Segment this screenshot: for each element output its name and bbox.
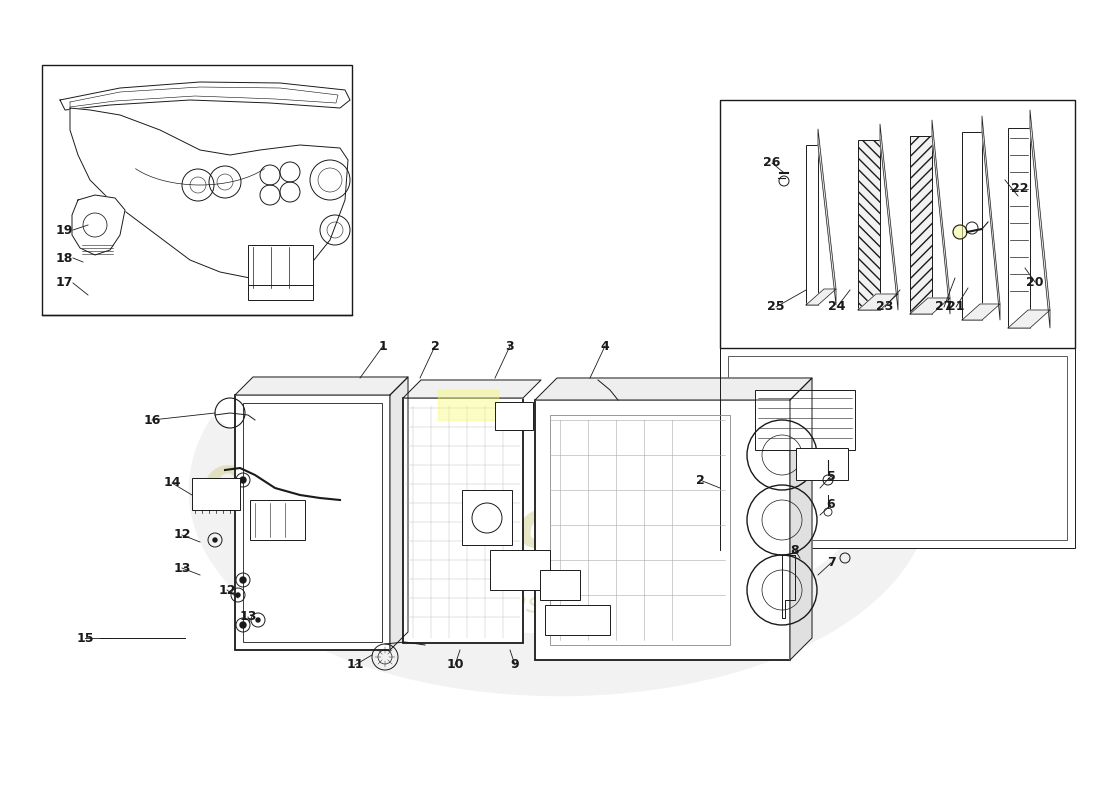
Text: 5: 5 [826,470,835,482]
Polygon shape [982,116,1000,320]
Bar [858,140,880,310]
Bar [728,356,1067,540]
Bar [243,403,382,642]
Circle shape [953,225,967,239]
Text: 27: 27 [935,301,953,314]
Text: 10: 10 [447,658,464,671]
Bar [250,500,305,540]
Text: 11: 11 [346,658,364,671]
Polygon shape [70,108,348,278]
Bar [720,348,1075,548]
Circle shape [236,593,240,597]
Bar [438,390,498,420]
Text: 12: 12 [218,583,235,597]
Text: 3: 3 [506,339,515,353]
Text: 25: 25 [768,301,784,314]
Polygon shape [535,378,812,400]
Text: euromotoparts: euromotoparts [198,448,762,592]
Text: 23: 23 [877,301,893,314]
Polygon shape [932,120,950,314]
Text: 22: 22 [1011,182,1028,194]
Bar [235,395,390,650]
Text: 13: 13 [174,562,190,574]
Bar [192,478,240,510]
Text: 24: 24 [828,301,846,314]
Bar [540,570,580,600]
Bar [544,605,610,635]
Polygon shape [910,298,950,314]
Bar [910,136,932,314]
Polygon shape [790,378,812,660]
Text: 7: 7 [826,557,835,570]
Polygon shape [962,304,1000,320]
Text: 13: 13 [240,610,256,623]
Circle shape [240,577,246,583]
Bar [1008,128,1030,328]
Circle shape [256,618,260,622]
Bar [535,400,790,660]
Polygon shape [880,124,898,310]
Text: 9: 9 [510,658,519,671]
Bar [42,65,352,315]
Bar [495,402,534,430]
Bar [248,245,314,290]
Bar [796,448,848,480]
Polygon shape [403,380,541,398]
Text: 26: 26 [763,157,781,170]
Bar [720,100,1075,348]
Text: 12: 12 [174,529,190,542]
Text: 16: 16 [143,414,161,426]
Text: a passion for classics since...: a passion for classics since... [299,558,701,642]
Polygon shape [818,129,836,305]
Text: 8: 8 [791,543,800,557]
Text: 2: 2 [430,339,439,353]
Circle shape [240,622,246,628]
Polygon shape [235,377,408,395]
Polygon shape [858,294,898,310]
Bar [490,550,550,590]
Text: 14: 14 [163,477,180,490]
Text: 6: 6 [827,498,835,511]
Circle shape [840,553,850,563]
Text: 19: 19 [55,223,73,237]
Text: 1: 1 [378,339,387,353]
Polygon shape [806,289,836,305]
Polygon shape [1008,310,1050,328]
Polygon shape [1030,110,1050,328]
Bar [462,490,512,545]
Polygon shape [390,377,408,650]
Text: 2: 2 [695,474,704,486]
Bar [755,390,855,450]
Text: 20: 20 [1026,275,1044,289]
Circle shape [213,538,217,542]
Circle shape [240,477,246,483]
Bar [403,398,522,643]
Text: 18: 18 [55,251,73,265]
Polygon shape [72,195,125,255]
Bar [806,145,818,305]
Text: 21: 21 [947,301,965,314]
Text: 15: 15 [76,631,94,645]
Bar [248,285,314,300]
Text: 17: 17 [55,277,73,290]
Bar [550,415,730,645]
Polygon shape [60,82,350,110]
Bar [962,132,982,320]
Text: 4: 4 [601,339,609,353]
